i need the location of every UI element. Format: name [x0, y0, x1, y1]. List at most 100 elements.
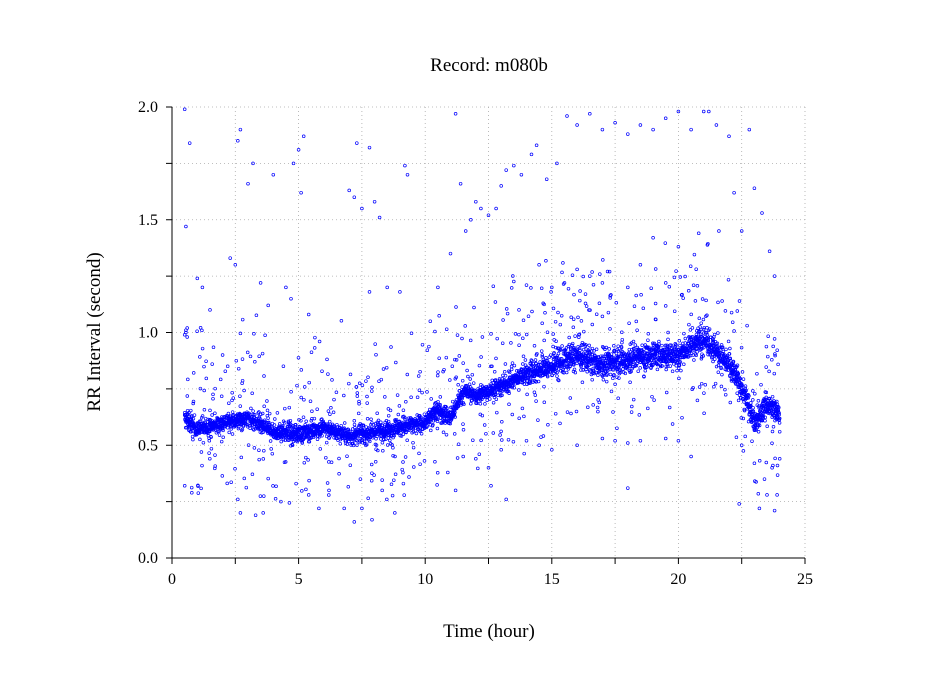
data-point — [469, 401, 473, 406]
data-point — [550, 448, 554, 452]
data-point — [408, 424, 412, 428]
data-point — [185, 335, 189, 339]
data-point — [327, 488, 331, 493]
data-point — [427, 344, 431, 349]
data-point — [561, 261, 565, 265]
data-point — [499, 448, 503, 452]
data-point — [330, 378, 334, 382]
data-point — [584, 304, 589, 308]
data-point — [701, 109, 706, 114]
data-point — [756, 399, 761, 403]
data-point — [493, 378, 498, 382]
data-point — [556, 351, 561, 356]
data-point — [380, 423, 385, 428]
data-point — [749, 401, 753, 405]
data-point — [347, 439, 351, 444]
data-point — [306, 493, 311, 497]
data-point — [756, 430, 761, 434]
data-point — [716, 331, 720, 335]
data-point — [510, 412, 515, 417]
data-point — [436, 285, 440, 290]
data-point — [750, 439, 754, 443]
data-point — [458, 181, 463, 186]
data-point — [639, 293, 643, 297]
data-point — [455, 456, 460, 460]
data-point — [677, 376, 681, 381]
data-point — [198, 437, 202, 442]
data-point — [512, 163, 516, 168]
data-point — [202, 364, 206, 369]
data-point — [757, 459, 762, 463]
data-point — [393, 472, 398, 477]
data-point — [326, 372, 330, 376]
data-point — [259, 412, 263, 417]
data-point — [380, 440, 385, 445]
data-point — [520, 406, 525, 411]
data-point — [281, 424, 285, 428]
data-point — [428, 319, 433, 323]
data-point — [347, 381, 351, 386]
data-point — [601, 377, 606, 382]
data-point — [700, 297, 705, 301]
data-point — [461, 428, 466, 432]
data-point — [732, 190, 736, 195]
data-point — [245, 350, 250, 355]
data-point — [495, 336, 499, 341]
data-point — [570, 343, 574, 348]
data-point — [300, 489, 304, 493]
data-points — [182, 107, 782, 524]
data-point — [438, 395, 443, 399]
data-point — [560, 270, 564, 275]
data-point — [436, 370, 440, 374]
data-point — [269, 447, 273, 451]
data-point — [448, 378, 452, 382]
data-point — [511, 381, 516, 386]
data-point — [407, 428, 411, 432]
data-point — [435, 483, 439, 487]
data-point — [627, 321, 631, 325]
data-point — [534, 143, 539, 148]
data-point — [389, 482, 394, 487]
data-point — [418, 369, 422, 374]
data-point — [390, 493, 395, 498]
data-point — [772, 274, 777, 278]
data-point — [539, 435, 543, 439]
data-point — [268, 439, 273, 443]
data-point — [327, 493, 331, 497]
data-point — [257, 354, 261, 358]
data-point — [202, 388, 206, 393]
data-point — [286, 425, 290, 429]
data-point — [494, 356, 498, 361]
data-point — [691, 283, 696, 287]
data-point — [377, 379, 381, 383]
data-point — [476, 466, 480, 471]
data-point — [238, 511, 243, 515]
data-point — [275, 411, 280, 415]
data-point — [753, 391, 757, 396]
data-point — [469, 218, 473, 222]
data-point — [190, 491, 194, 495]
data-point — [345, 454, 349, 458]
data-point — [420, 390, 424, 395]
data-point — [262, 494, 266, 498]
data-point — [540, 355, 545, 359]
data-point — [191, 371, 196, 375]
data-point — [578, 289, 582, 293]
data-point — [414, 418, 419, 422]
data-point — [560, 357, 564, 361]
data-point — [379, 420, 383, 425]
data-point — [423, 425, 427, 429]
data-point — [588, 112, 592, 116]
data-point — [448, 421, 452, 426]
data-point — [494, 397, 499, 401]
data-point — [472, 305, 476, 310]
data-point — [318, 433, 323, 437]
data-point — [334, 436, 338, 440]
data-point — [575, 267, 579, 272]
data-point — [381, 367, 386, 371]
data-point — [370, 389, 374, 393]
data-point — [242, 388, 246, 393]
data-point — [463, 324, 467, 328]
data-point — [240, 357, 245, 361]
data-point — [626, 486, 630, 490]
